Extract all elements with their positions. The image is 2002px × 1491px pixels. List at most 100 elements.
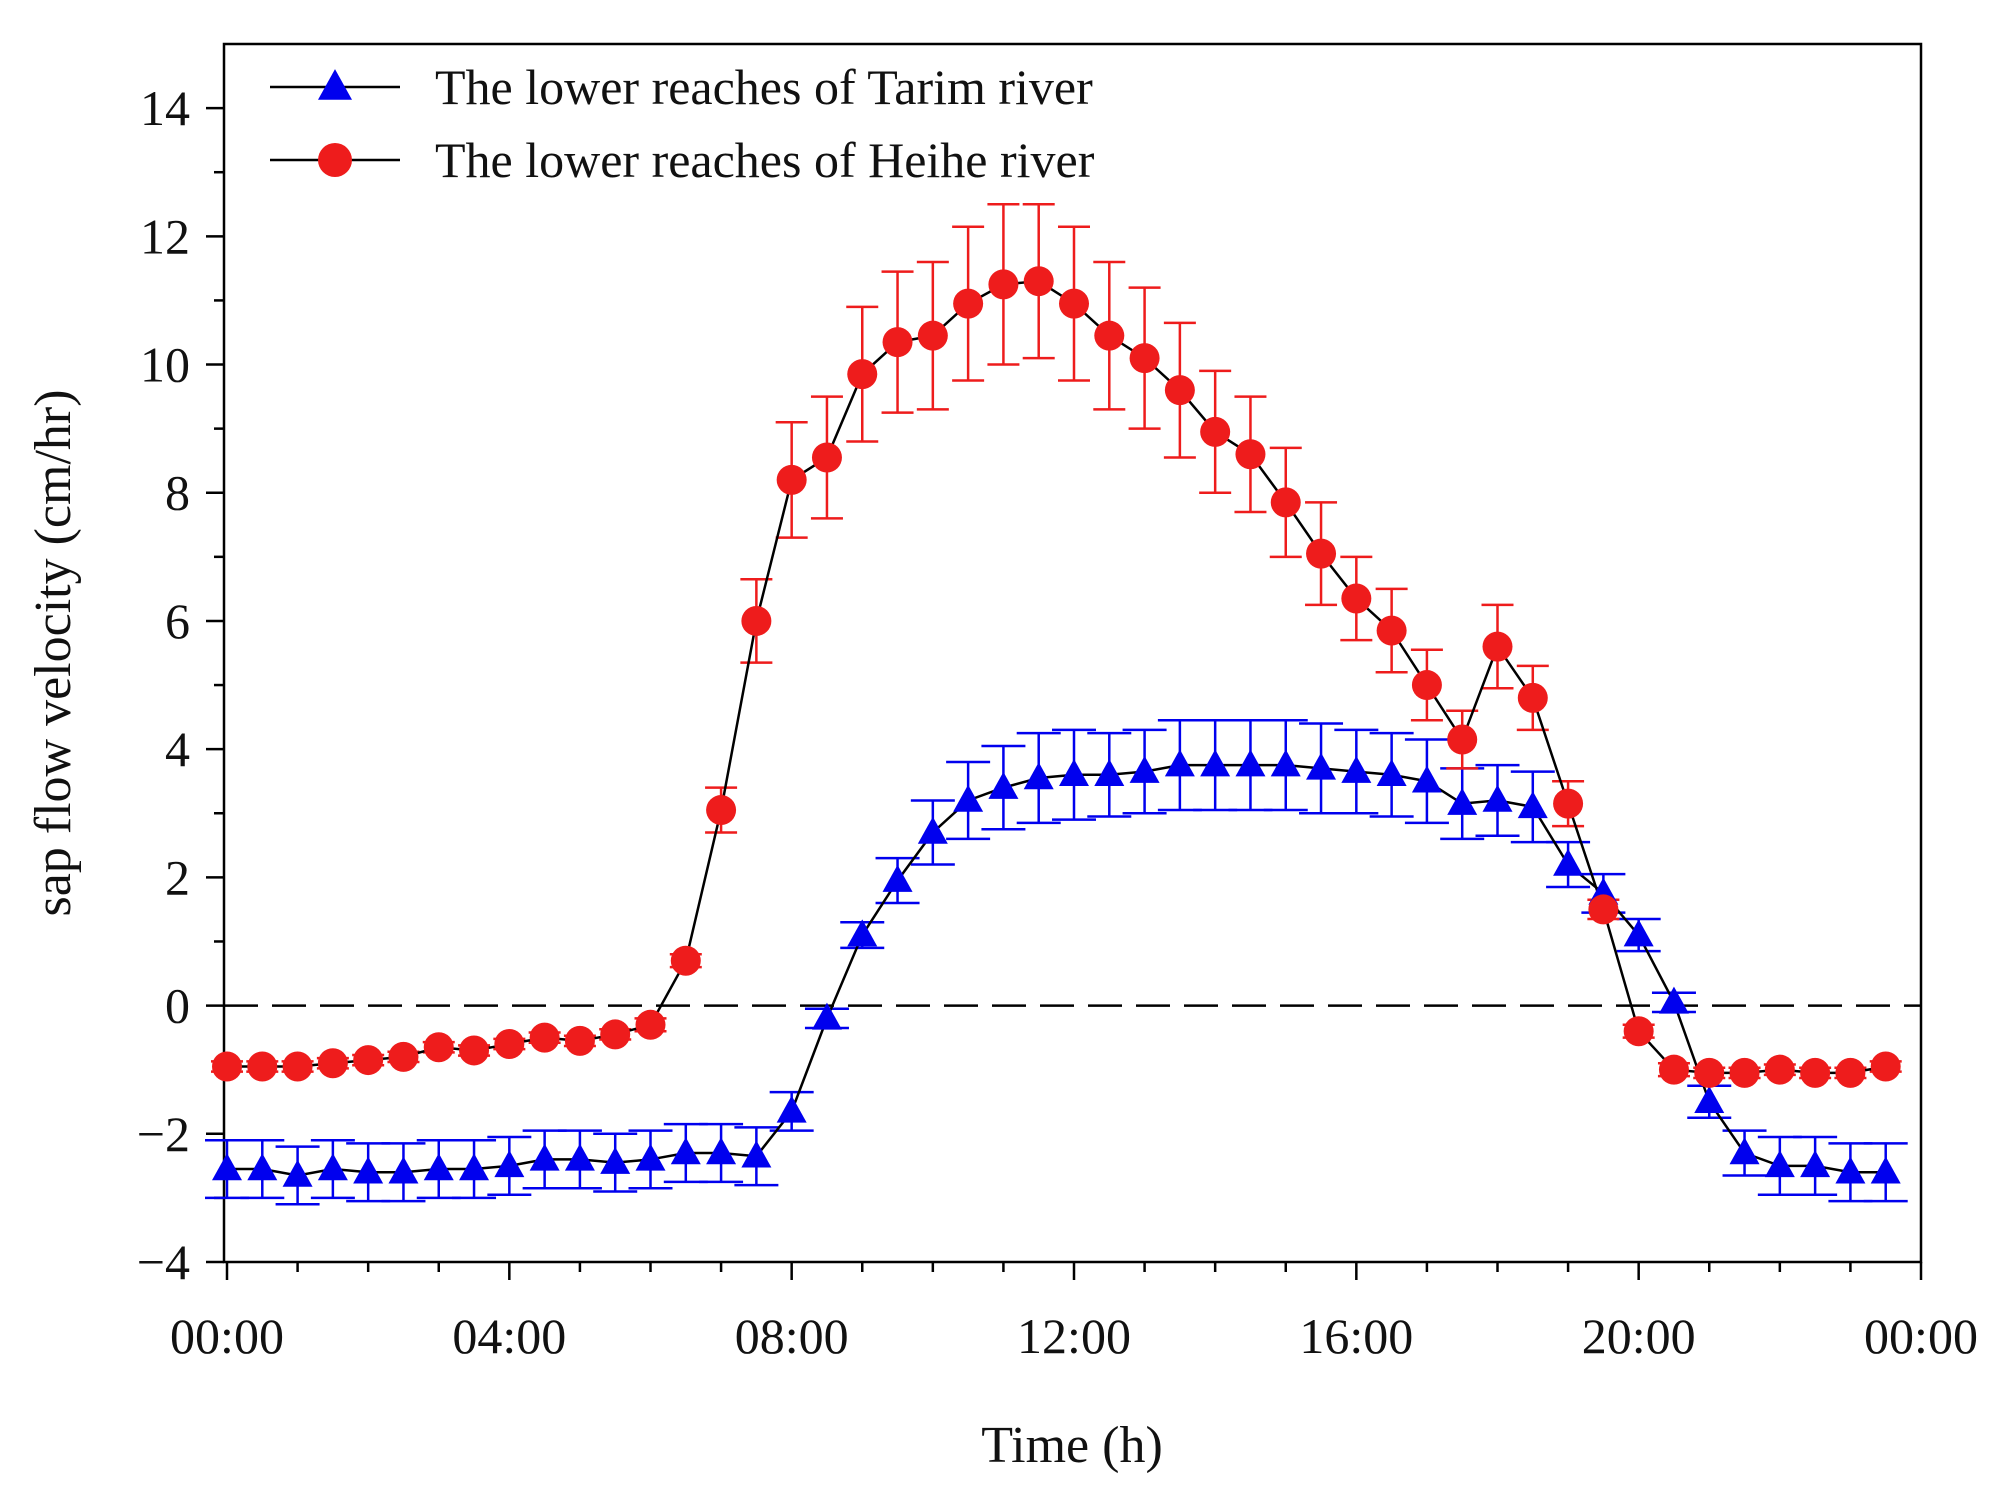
heihe-point [388,1041,419,1072]
tarim-point [600,1146,631,1174]
heihe-point [1588,894,1619,925]
series-layer [205,203,1908,1206]
heihe-point [600,1019,631,1050]
tarim-point [282,1159,313,1187]
legend-tarim-marker [318,69,352,100]
tarim-line [227,763,1886,1177]
heihe-point [1235,439,1266,470]
heihe-point [1129,343,1160,374]
heihe-point [1729,1057,1760,1088]
tarim-point [423,1153,454,1181]
heihe-point [1623,1016,1654,1047]
legend-tarim-label: The lower reaches of Tarim river [435,59,1093,115]
heihe-point [811,442,842,473]
heihe-point [1835,1057,1866,1088]
heihe-point [917,320,948,351]
heihe-point [847,359,878,390]
heihe-point [988,269,1019,300]
legend-heihe-label: The lower reaches of Heihe river [435,132,1095,188]
heihe-point [529,1022,560,1053]
y-tick-label: −2 [137,1106,190,1162]
tarim-point [1270,749,1301,777]
heihe-point [1870,1051,1901,1082]
x-tick-label: 00:00 [1864,1308,1978,1364]
tarim-point [988,771,1019,799]
heihe-point [1306,538,1337,569]
tarim-point [1800,1150,1831,1178]
tarim-point [1235,749,1266,777]
tarim-point [741,1140,772,1168]
tarim-point [882,864,913,892]
heihe-point [423,1032,454,1063]
y-tick-label: −4 [137,1234,190,1290]
tarim-point [1059,759,1089,787]
heihe-point [564,1025,595,1056]
heihe-point [282,1051,313,1082]
heihe-point [1376,615,1407,646]
heihe-point [1059,288,1089,319]
tarim-point [1482,784,1513,812]
x-tick-label: 16:00 [1299,1308,1413,1364]
tarim-point [1376,759,1407,787]
heihe-point [353,1045,384,1076]
tarim-point [212,1153,242,1181]
heihe-point [1341,583,1372,614]
tarim-point [1200,749,1231,777]
heihe-point [1482,631,1513,662]
y-tick-label: 6 [165,593,190,649]
plot-frame [222,42,1923,1264]
y-axis-ticks: −4 −2 0 2 4 6 8 10 12 14 [137,80,224,1290]
tarim-point [529,1143,560,1171]
tarim-points [212,749,1901,1187]
heihe-point [1200,416,1231,447]
tarim-point [564,1143,595,1171]
heihe-point [776,464,807,495]
heihe-point [212,1051,242,1082]
heihe-point [741,605,772,636]
heihe-point [1447,724,1478,755]
heihe-point [953,288,984,319]
heihe-point [670,945,701,976]
tarim-point [1129,755,1160,783]
heihe-point [635,1009,666,1040]
tarim-point [635,1143,666,1171]
y-tick-label: 0 [165,978,190,1034]
x-tick-label: 08:00 [735,1308,849,1364]
tarim-point [1553,848,1584,876]
tarim-point [317,1153,348,1181]
tarim-point [459,1153,490,1181]
heihe-point [1411,670,1442,701]
heihe-point [459,1035,490,1066]
tarim-point [1023,762,1054,790]
tarim-point [1094,759,1125,787]
tarim-point [847,919,878,947]
legend-heihe-marker [318,143,352,177]
tarim-point [1764,1150,1795,1178]
tarim-point [494,1150,525,1178]
tarim-point [706,1137,737,1165]
tarim-point [1870,1156,1901,1184]
heihe-points [212,266,1901,1088]
heihe-point [882,327,913,358]
heihe-point [1694,1057,1725,1088]
tarim-point [1517,791,1548,819]
heihe-point [706,795,737,826]
y-tick-label: 10 [140,337,190,393]
tarim-point [670,1137,701,1165]
tarim-point [1835,1156,1866,1184]
heihe-point [1764,1054,1795,1085]
tarim-point [1411,765,1442,793]
heihe-point [1553,788,1584,819]
tarim-point [247,1153,278,1181]
tarim-point [1658,986,1689,1014]
tarim-point [1694,1085,1725,1113]
heihe-point [247,1051,278,1082]
tarim-point [1729,1137,1760,1165]
tarim-point [1341,755,1372,783]
heihe-point [1270,487,1301,518]
heihe-point [1094,320,1125,351]
x-axis-title: Time (h) [981,1417,1163,1474]
legend: The lower reaches of Tarim river The lowe… [270,59,1095,188]
heihe-point [1517,682,1548,713]
